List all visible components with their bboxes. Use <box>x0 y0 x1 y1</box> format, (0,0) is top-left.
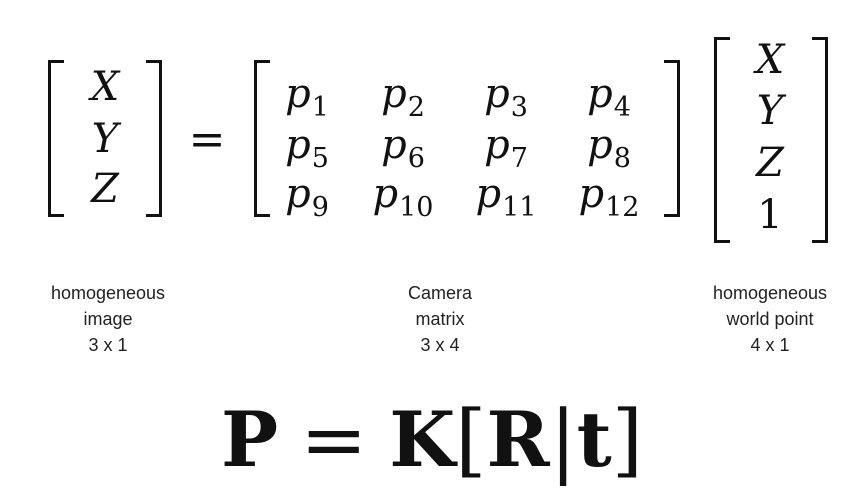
lhs-vector-entry-z: Z <box>91 166 119 212</box>
matrix-entry: p9 <box>285 171 329 223</box>
formula-symbol-t: t <box>576 395 612 484</box>
formula-equals: = <box>300 393 368 486</box>
matrix-entry: p12 <box>578 171 640 223</box>
caption-line: Camera <box>407 283 473 303</box>
caption-line: 3 x 1 <box>88 335 128 355</box>
caption-line: homogeneous <box>712 283 828 303</box>
matrix-entry: p10 <box>372 171 434 223</box>
camera-matrix-left-bracket <box>254 60 270 217</box>
equals-sign: = <box>188 114 226 165</box>
matrix-entry: p5 <box>285 122 329 174</box>
formula-symbol-p: P <box>221 395 279 484</box>
lhs-vector-entry-y: Y <box>91 116 119 162</box>
rhs-vector-entry-one: 1 <box>757 192 783 238</box>
lhs-vector-right-bracket <box>146 60 162 217</box>
matrix-entry: p1 <box>285 71 329 123</box>
rhs-vector-entry-z: Z <box>756 140 784 186</box>
formula-open-bracket: [ <box>455 393 487 486</box>
formula-symbol-k: K <box>389 395 456 484</box>
formula-close-bracket: ] <box>611 393 643 486</box>
matrix-entry: p4 <box>587 71 631 123</box>
lhs-vector-left-bracket <box>48 60 64 217</box>
matrix-entry: p7 <box>484 122 528 174</box>
formula-symbol-r: R <box>486 395 550 484</box>
rhs-vector-entry-x: X <box>755 37 785 83</box>
formula-bar: | <box>549 393 577 486</box>
caption-line: homogeneous <box>50 283 166 303</box>
matrix-entry: p11 <box>475 171 537 223</box>
caption-camera-matrix: Camera matrix 3 x 4 <box>330 280 550 358</box>
caption-line: 3 x 4 <box>420 335 460 355</box>
matrix-entry: p6 <box>381 122 425 174</box>
matrix-entry: p2 <box>381 71 425 123</box>
caption-homogeneous-world-point: homogeneous world point 4 x 1 <box>660 280 864 358</box>
caption-homogeneous-image: homogeneous image 3 x 1 <box>0 280 218 358</box>
camera-matrix-right-bracket <box>664 60 680 217</box>
caption-line: 4 x 1 <box>750 335 790 355</box>
projection-formula: P = K [ R | t ] <box>221 400 643 480</box>
matrix-entry: p8 <box>587 122 631 174</box>
lhs-vector-entry-x: X <box>90 64 120 110</box>
rhs-vector-left-bracket <box>714 37 730 243</box>
rhs-vector-entry-y: Y <box>756 88 784 134</box>
rhs-vector-right-bracket <box>812 37 828 243</box>
matrix-entry: p3 <box>484 71 528 123</box>
caption-line: world point <box>726 309 814 329</box>
caption-line: image <box>83 309 133 329</box>
caption-line: matrix <box>415 309 465 329</box>
